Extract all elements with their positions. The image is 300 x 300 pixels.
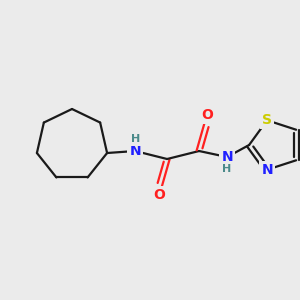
Text: O: O: [153, 188, 165, 202]
Text: S: S: [262, 113, 272, 127]
Text: H: H: [131, 134, 141, 144]
Text: O: O: [201, 108, 213, 122]
Text: H: H: [223, 164, 232, 174]
Text: N: N: [261, 163, 273, 177]
Text: N: N: [129, 144, 141, 158]
Text: N: N: [221, 150, 233, 164]
